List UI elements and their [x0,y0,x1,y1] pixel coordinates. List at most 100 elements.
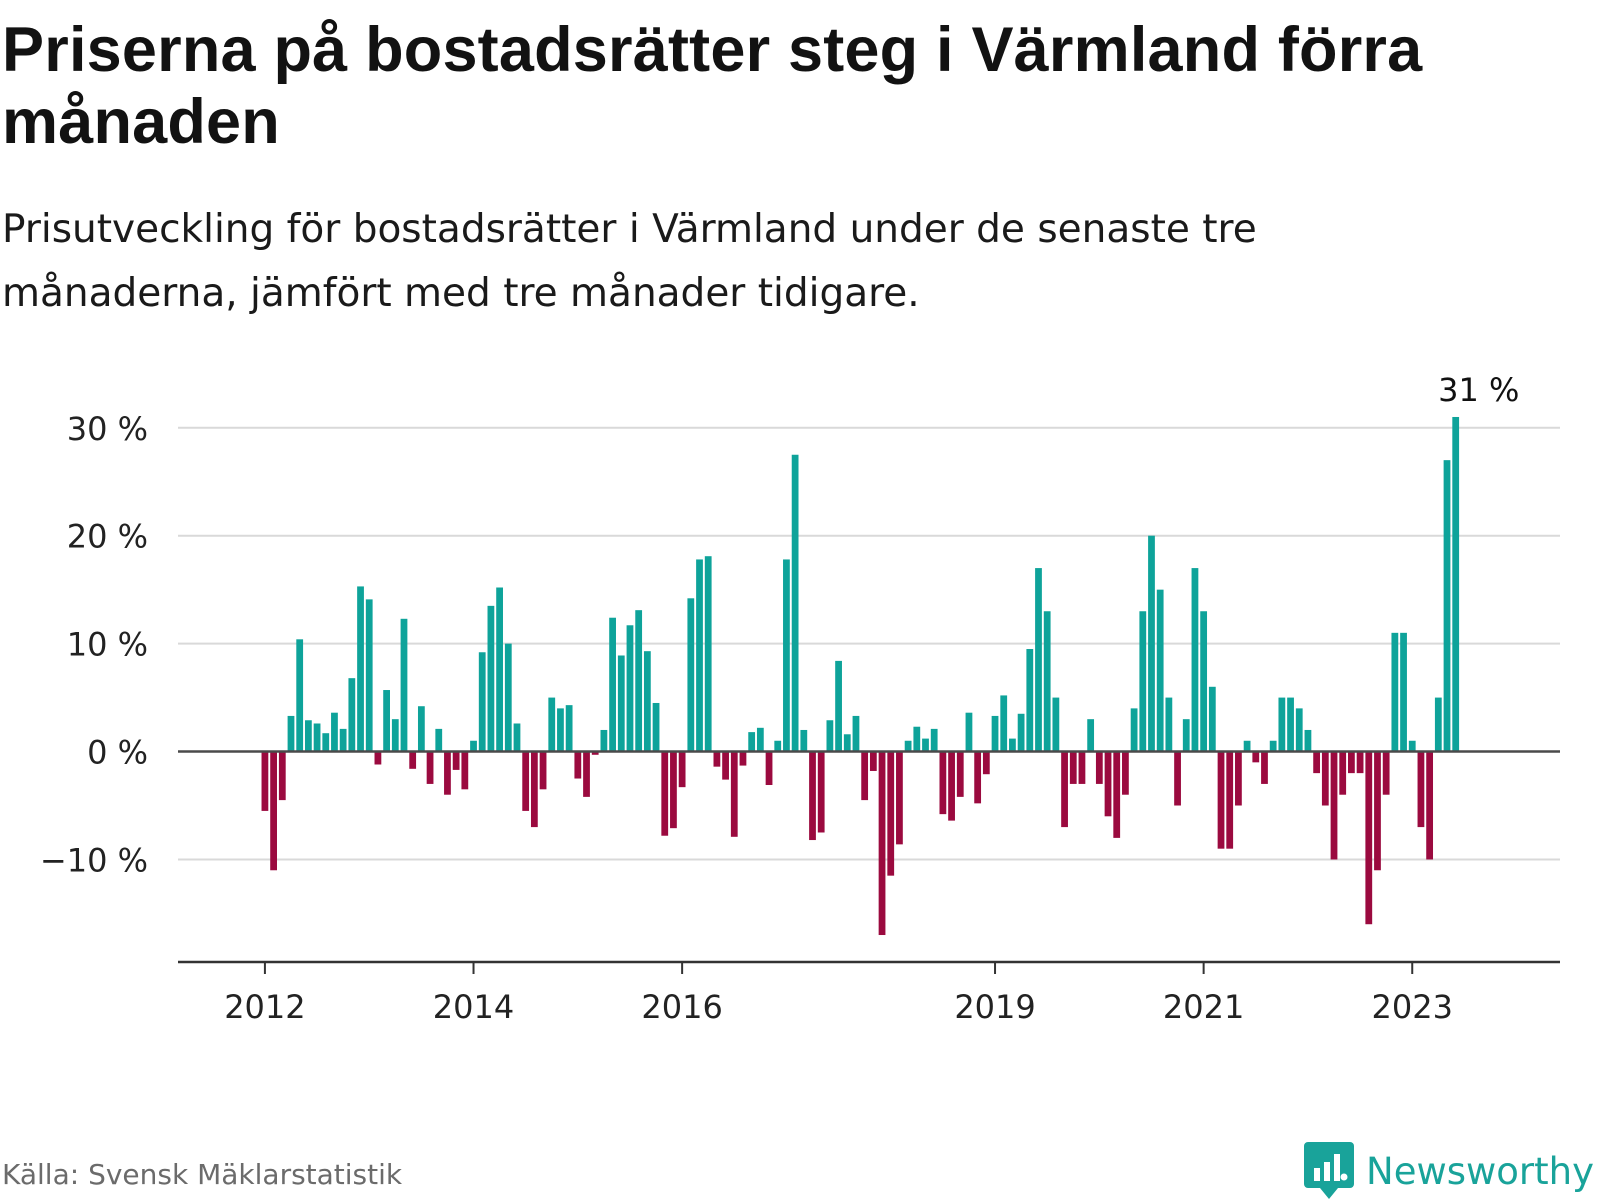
bar [261,751,269,811]
bar [739,751,747,766]
bar [365,599,373,752]
bar [730,751,738,837]
bar [887,751,895,876]
bar [1330,751,1338,860]
bar [530,751,538,828]
bar [1069,751,1077,784]
bar [1009,738,1016,752]
bar [1313,751,1321,774]
bar [1348,751,1355,774]
bar [374,751,382,765]
bar-chart-speech-bubble-icon [1304,1142,1355,1199]
bar [852,715,860,752]
annotations: 31 % [1438,371,1519,409]
bar [922,738,929,752]
bar [348,678,356,752]
annotation-label: 31 % [1438,371,1519,409]
bar [339,728,347,752]
bar [661,751,669,836]
bar [704,556,712,752]
bar [1130,708,1138,752]
bar [670,751,677,829]
bar [383,690,390,752]
bar [557,708,564,752]
bar [1122,751,1129,795]
y-tick-label: 0 % [87,734,148,772]
bar [1374,751,1381,871]
bar [331,712,338,752]
bar [1078,751,1086,784]
bar [504,643,512,752]
bar [783,559,790,752]
bar [626,625,634,752]
x-tick-label: 2023 [1372,988,1453,1026]
x-tick-label: 2014 [433,988,514,1026]
bar [1000,695,1008,752]
bar [1052,697,1060,752]
bar [696,559,703,752]
bar [904,740,912,752]
bar [444,751,451,795]
bar [722,751,729,780]
bar [1339,751,1347,795]
bar [1043,611,1051,752]
bar [1139,611,1147,752]
bar [1452,416,1460,752]
bar [982,751,990,775]
bar [1400,632,1407,752]
bar [1417,751,1425,828]
bar [1287,697,1294,752]
bar [357,586,364,752]
bar [1408,740,1416,752]
bar [1235,751,1242,806]
y-tick-label: 30 % [67,410,148,448]
bar [843,734,851,752]
bar [791,454,799,752]
bar [1182,719,1190,752]
bar [939,751,947,815]
bar [869,751,877,771]
bar [322,733,330,752]
bar [1434,697,1442,752]
x-tick-label: 2021 [1163,988,1244,1026]
bar [600,729,608,752]
y-tick-label: −10 % [40,841,148,879]
bar [974,751,982,804]
bar [548,697,556,752]
x-tick-label: 2016 [641,988,722,1026]
bar [513,723,521,752]
bar [756,727,764,752]
bar [287,715,295,752]
bar-chart: 30 % 20 % 10 % 0 % −10 % 2012 2014 2016 2019 202… [40,371,1560,1026]
x-tick-label: 2019 [954,988,1035,1026]
bar [835,660,842,752]
bar [678,751,686,788]
bar [1426,751,1434,860]
bar [765,751,773,786]
bar [1217,751,1225,849]
bar [1261,751,1268,784]
bar [478,652,486,752]
bar [1156,589,1164,752]
bar [426,751,434,784]
axes [178,750,1560,964]
bar [1113,751,1121,838]
bar [713,751,721,767]
bar [1017,713,1025,752]
bar [470,740,477,752]
x-axis-ticks: 2012 2014 2016 2019 2021 2023 [224,962,1453,1026]
bar [652,702,660,752]
bar [539,751,547,790]
bar [1356,751,1364,774]
bar [896,751,903,845]
bar [409,751,417,769]
bar [417,706,425,752]
bar [591,751,599,755]
bar [391,719,399,752]
bar [956,751,964,797]
bar [826,720,834,752]
bar [1087,719,1095,752]
bar [278,751,286,801]
bar [1269,740,1277,752]
bar [1026,649,1034,752]
